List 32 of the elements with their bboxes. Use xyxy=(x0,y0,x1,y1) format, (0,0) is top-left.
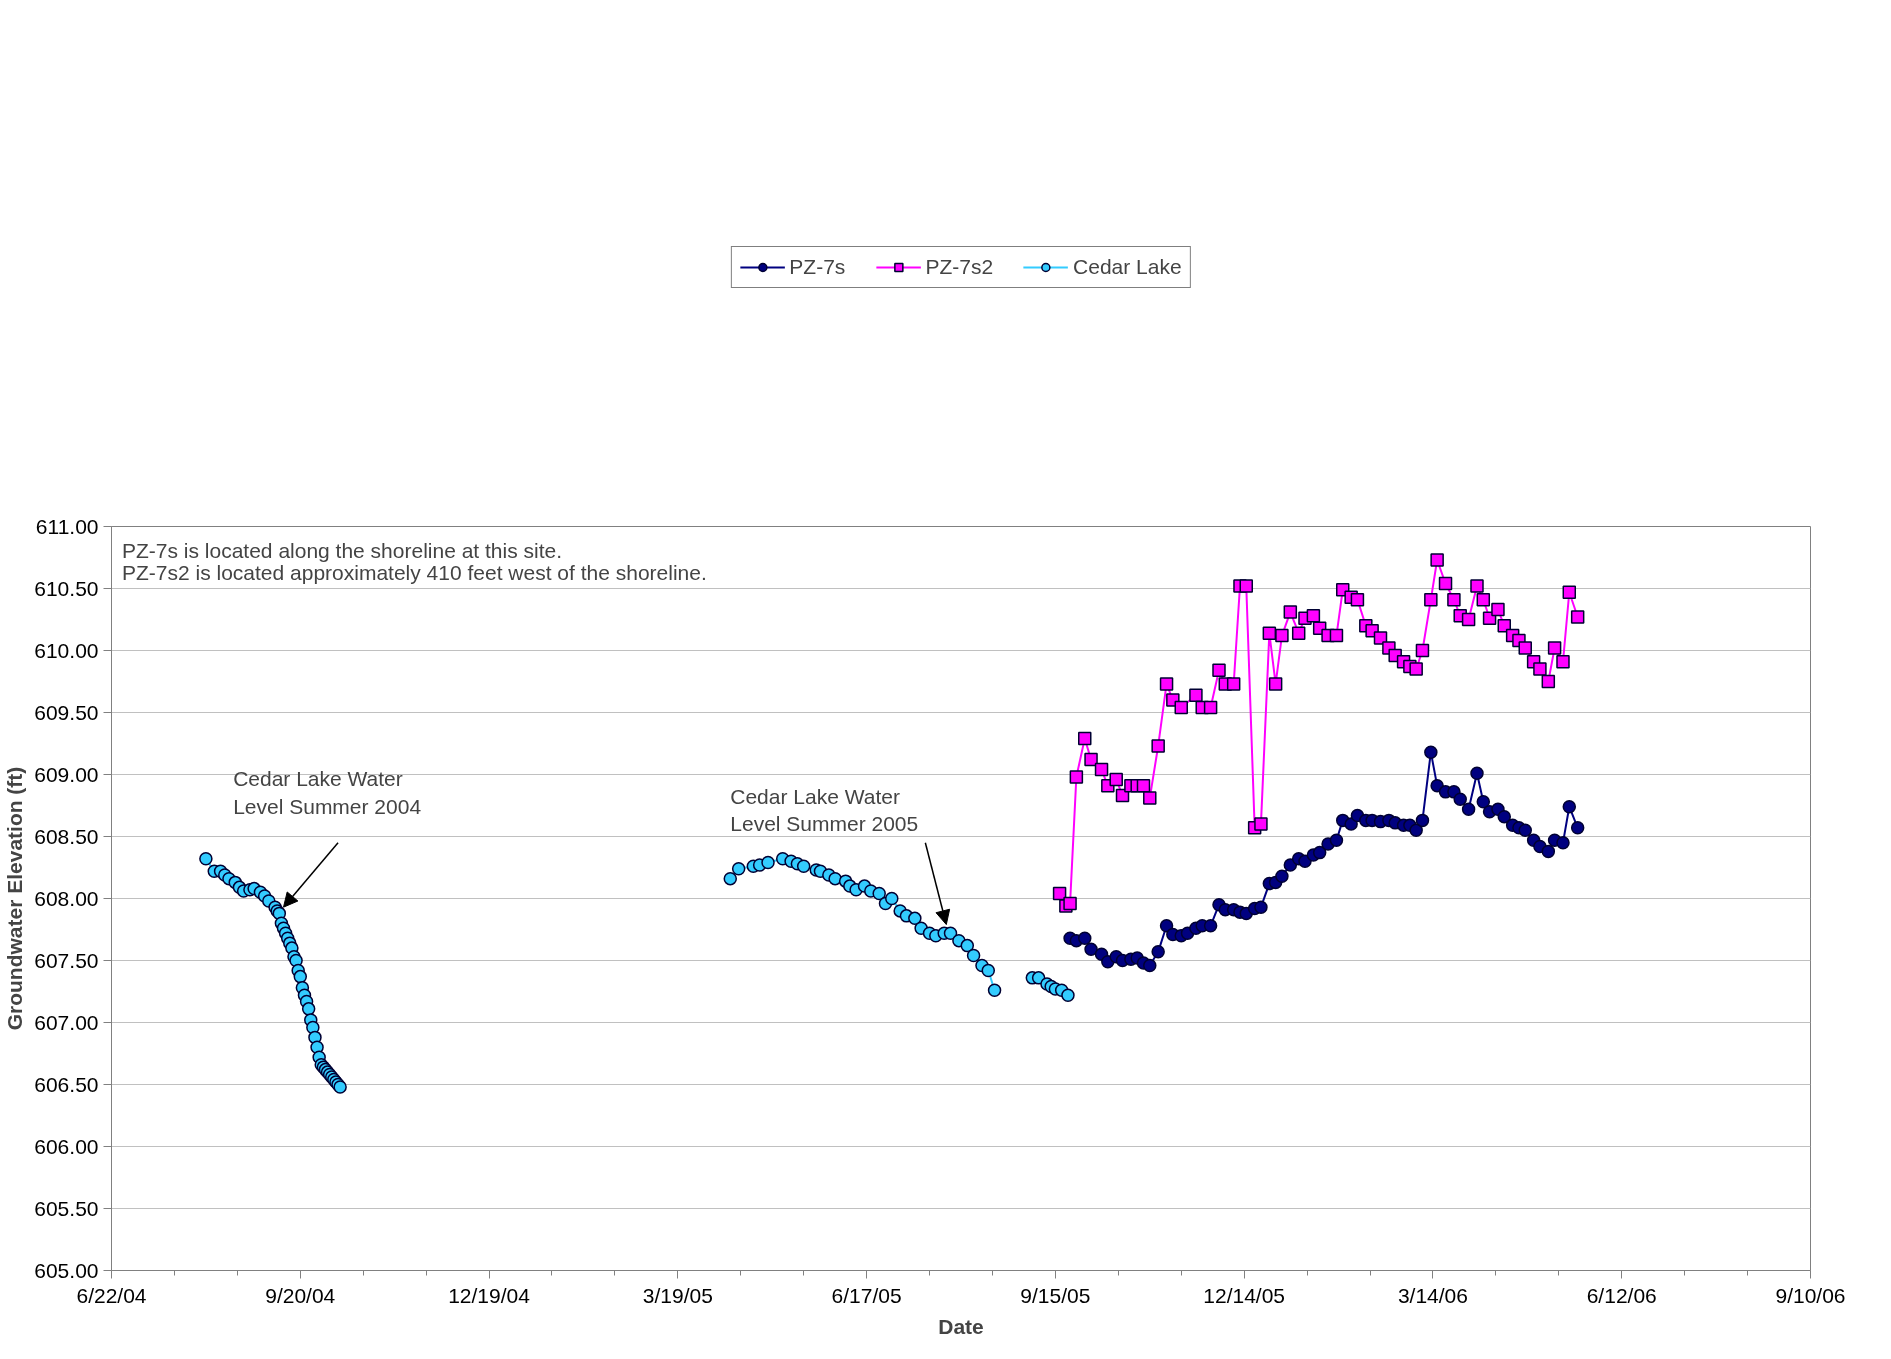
x-tick-label: 9/10/06 xyxy=(1775,1283,1846,1307)
y-tick-label: 610.00 xyxy=(34,638,99,662)
y-tick-label: 609.00 xyxy=(34,762,99,786)
x-tick-label: 3/19/05 xyxy=(642,1283,713,1307)
legend-label: Cedar Lake xyxy=(1073,255,1182,279)
x-tick-label: 3/14/06 xyxy=(1397,1283,1468,1307)
y-tick-label: 606.00 xyxy=(34,1134,99,1158)
y-tick-label: 606.50 xyxy=(34,1072,99,1096)
x-tick-label: 12/14/05 xyxy=(1203,1283,1286,1307)
y-tick-label: 610.50 xyxy=(34,576,99,600)
x-tick-label: 6/22/04 xyxy=(76,1283,147,1307)
annotation: Cedar Lake Water Level Summer 2005 xyxy=(730,784,919,836)
x-tick-label: 9/20/04 xyxy=(265,1283,336,1307)
y-tick-label: 607.00 xyxy=(34,1010,99,1034)
legend-label: PZ-7s xyxy=(789,255,846,279)
x-tick-label: 9/15/05 xyxy=(1020,1283,1091,1307)
y-tick-label: 609.50 xyxy=(34,700,99,724)
legend-label: PZ-7s2 xyxy=(925,255,994,279)
x-axis-title: Date xyxy=(938,1314,984,1338)
x-tick-label: 6/12/06 xyxy=(1586,1283,1657,1307)
annotation: PZ-7s2 is located approximately 410 feet west of the shoreline. xyxy=(121,561,707,585)
y-tick-label: 607.50 xyxy=(34,948,99,972)
x-tick-label: 6/17/05 xyxy=(831,1283,902,1307)
y-tick-label: 611.00 xyxy=(35,514,99,538)
y-tick-label: 608.00 xyxy=(34,886,99,910)
y-axis-title: Groundwater Elevation (ft) xyxy=(3,766,27,1031)
y-tick-label: 608.50 xyxy=(34,824,99,848)
x-tick-label: 12/19/04 xyxy=(448,1283,531,1307)
y-tick-label: 605.00 xyxy=(34,1258,99,1282)
annotation: Cedar Lake Water Level Summer 2004 xyxy=(233,767,422,818)
annotation: PZ-7s is located along the shoreline at this site. xyxy=(121,538,563,562)
y-tick-label: 605.50 xyxy=(34,1196,99,1220)
